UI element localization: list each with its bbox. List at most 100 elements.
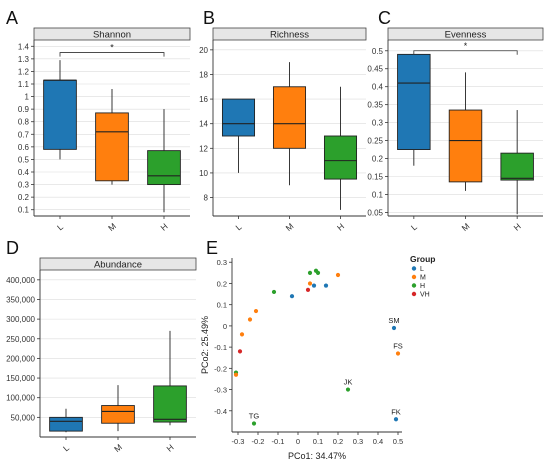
- point-label: TG: [249, 412, 260, 421]
- x-axis-label: PCo1: 34.47%: [288, 451, 346, 461]
- panel-letter: C: [378, 8, 391, 28]
- box-l: [43, 79, 77, 150]
- legend-label: H: [420, 283, 425, 290]
- point-l: [311, 283, 317, 288]
- x-tick-label: 0.1: [313, 437, 323, 446]
- box-m: [448, 109, 483, 183]
- box-l: [49, 416, 83, 432]
- y-tick-label: 0: [223, 322, 227, 331]
- y-tick-label: 0.3: [217, 258, 227, 267]
- y-tick-label: 14: [199, 120, 208, 129]
- box-h: [323, 135, 358, 180]
- y-tick-label: 0.3: [372, 119, 384, 128]
- y-tick-label: 0.4: [18, 168, 30, 177]
- point-m: [239, 332, 245, 337]
- y-tick-label: 1.4: [18, 42, 30, 51]
- y-tick-label: 0.1: [18, 206, 30, 215]
- point-m: [253, 308, 259, 314]
- box-l: [397, 53, 431, 151]
- y-tick-label: -0.2: [214, 364, 227, 373]
- significance-label: *: [464, 41, 468, 51]
- x-tick-label: L: [233, 221, 243, 232]
- legend-title: Group: [410, 254, 436, 264]
- y-tick-label: 8: [204, 194, 209, 203]
- box-h: [147, 150, 181, 186]
- facet-strip: [39, 257, 197, 271]
- facet-title: Abundance: [94, 260, 142, 271]
- y-tick-label: 0.1: [372, 190, 384, 199]
- legend-marker-h: [411, 283, 417, 288]
- y-tick-label: 300,000: [6, 315, 35, 324]
- point-l: [289, 294, 295, 299]
- panel-a: A Shannon 0.1 0.2 0.3 0.4 0.5 0.6 0.7 0.8 0.9 1 1.1 1…: [6, 8, 191, 233]
- point-h: [315, 270, 321, 275]
- point-h: [307, 270, 313, 275]
- x-tick-label: -0.1: [272, 437, 285, 446]
- point-l: [391, 325, 397, 331]
- significance-bracket: [59, 52, 165, 57]
- facet-title: Evenness: [445, 30, 487, 41]
- point-l: [393, 417, 399, 422]
- y-tick-label: 1.3: [18, 55, 30, 64]
- x-tick-label: 0.5: [393, 437, 403, 446]
- significance-bracket: [413, 50, 518, 55]
- y-tick-label: -0.3: [214, 386, 227, 395]
- facet-strip: [387, 27, 544, 41]
- panel-letter: D: [6, 238, 19, 258]
- legend-marker-m: [411, 274, 417, 280]
- y-tick-label: 350,000: [6, 295, 35, 304]
- y-tick-label: 250,000: [6, 335, 35, 344]
- x-tick-label: -0.2: [252, 437, 265, 446]
- panel-letter: E: [206, 238, 218, 258]
- x-tick-label: 0.3: [353, 437, 363, 446]
- y-tick-label: 0.3: [18, 181, 30, 190]
- y-tick-label: -0.1: [214, 343, 227, 352]
- x-tick-label: M: [112, 442, 124, 454]
- point-label: JK: [344, 378, 353, 387]
- x-tick-label: 0.2: [333, 437, 343, 446]
- y-tick-label: 0.35: [367, 101, 383, 110]
- y-axis-label: PCo2: 25.49%: [200, 316, 210, 374]
- x-tick-label: H: [512, 221, 523, 233]
- x-tick-label: L: [409, 221, 419, 232]
- x-tick-label: -0.3: [232, 437, 245, 446]
- y-tick-label: 0.2: [217, 279, 227, 288]
- y-tick-label: 400,000: [6, 276, 35, 285]
- y-tick-label: 200,000: [6, 354, 35, 363]
- y-tick-label: 0.05: [367, 208, 383, 217]
- point-vh: [237, 349, 243, 354]
- facet-strip: [212, 27, 367, 41]
- box-m: [95, 112, 129, 182]
- x-tick-label: H: [335, 221, 346, 233]
- y-tick-label: 20: [199, 46, 208, 55]
- y-tick-label: 50,000: [11, 413, 36, 422]
- point-m: [335, 272, 341, 278]
- y-tick-label: 0.45: [367, 65, 383, 74]
- facet-strip: [33, 27, 191, 41]
- legend-marker-l: [411, 266, 417, 271]
- y-tick-label: 0.7: [18, 130, 30, 139]
- y-tick-label: 0.6: [18, 143, 30, 152]
- box-h: [153, 385, 187, 423]
- x-tick-label: 0.4: [373, 437, 383, 446]
- point-m: [395, 351, 401, 356]
- y-tick-label: 0.8: [18, 118, 30, 127]
- y-tick-label: 0.25: [367, 137, 383, 146]
- x-tick-label: 0: [296, 437, 300, 446]
- point-vh: [305, 287, 311, 292]
- y-tick-label: 1: [25, 93, 30, 102]
- legend-label: VH: [420, 292, 430, 299]
- panel-d: D Abundance 50,000 100,000 150,000 200,000 250…: [6, 238, 197, 454]
- x-tick-label: M: [106, 221, 118, 233]
- facet-title: Shannon: [93, 30, 131, 41]
- x-tick-label: M: [284, 221, 296, 233]
- significance-label: *: [110, 43, 114, 53]
- y-tick-label: 0.5: [372, 47, 384, 56]
- legend-label: M: [420, 275, 426, 282]
- legend: Group LMH VH: [410, 254, 436, 299]
- y-tick-label: 0.5: [18, 155, 30, 164]
- panel-c: C Evenness 0.05 0.1 0.15 0.2 0.25 0.3 0.35 0.4 0.4…: [367, 8, 544, 233]
- box-m: [272, 86, 307, 149]
- panel-b: B Richness 8 10 12 14 16 18 20 L M H: [199, 8, 367, 233]
